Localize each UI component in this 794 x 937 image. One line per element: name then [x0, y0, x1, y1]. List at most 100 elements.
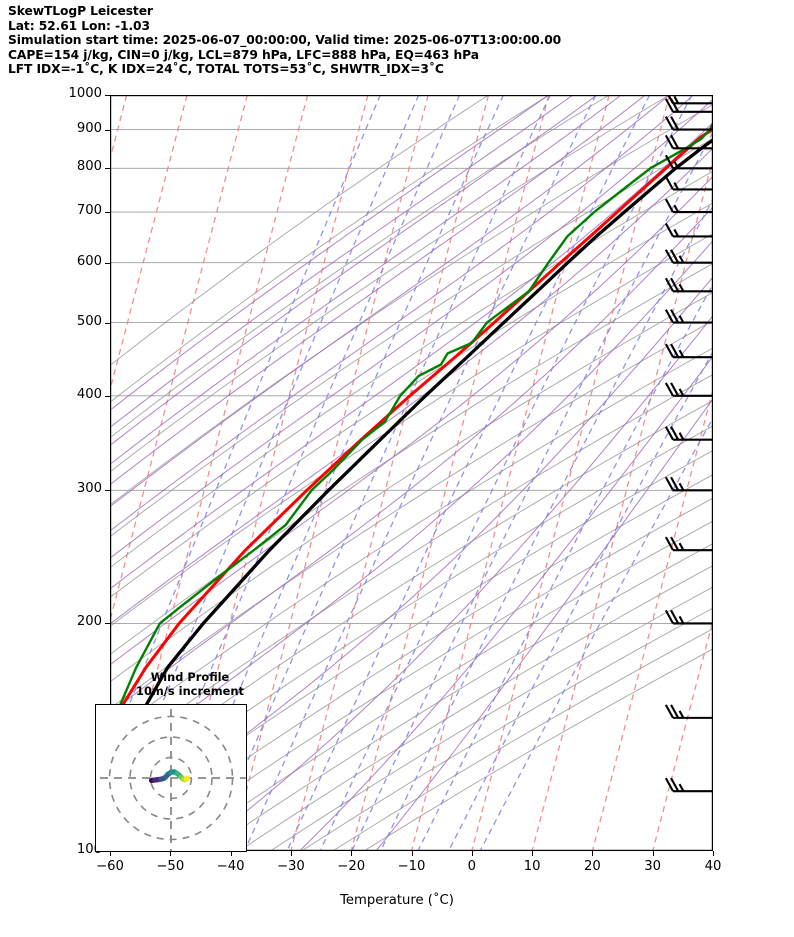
barb-full-flag [670, 343, 680, 358]
x-tick-label: −20 [337, 859, 366, 874]
x-tick-mark [713, 851, 714, 856]
mixing-ratio-line [110, 95, 381, 755]
wind-barb [664, 198, 713, 214]
y-tick-mark [105, 129, 110, 131]
x-tick-mark [170, 851, 172, 856]
y-tick-mark [105, 95, 110, 96]
dry-adiabat-line [176, 520, 713, 851]
moist-adiabat-line [110, 95, 550, 411]
barb-full-flag [664, 536, 674, 551]
barb-full-flag [664, 777, 674, 792]
dry-adiabat-line [110, 95, 550, 403]
barb-half-flag [673, 160, 680, 169]
moist-adiabat-line [110, 95, 670, 508]
dewpoint-profile-line [110, 121, 713, 736]
isotherm-line [591, 387, 713, 851]
barb-full-flag [664, 222, 674, 237]
x-tick-mark [532, 851, 534, 856]
dry-adiabat-line [110, 425, 713, 809]
wind-barb-layer [664, 95, 713, 793]
moist-adiabat-line [110, 95, 694, 532]
barb-full-flag [664, 154, 674, 169]
wind-barb [664, 777, 713, 793]
x-tick-label: 0 [467, 859, 476, 874]
header-indices-line: LFT IDX=-1˚C, K IDX=24˚C, TOTAL TOTS=53˚… [8, 62, 444, 77]
barb-half-flag [673, 95, 680, 104]
mixing-ratio-line [134, 95, 461, 851]
barb-full-flag [670, 134, 680, 149]
isotherm-line [110, 95, 188, 393]
mixing-ratio-line [170, 95, 504, 851]
dry-adiabat-line [110, 399, 713, 785]
y-tick-label: 300 [76, 481, 102, 497]
barb-full-flag [670, 98, 680, 113]
y-tick-label: 500 [76, 313, 102, 329]
barb-half-flag [678, 283, 685, 292]
x-tick-mark [411, 851, 413, 856]
barb-full-flag [670, 309, 680, 324]
barb-full-flag [664, 704, 674, 719]
barb-full-flag [670, 476, 680, 491]
isotherm-line [531, 156, 713, 851]
y-tick-label: 800 [76, 159, 102, 175]
moist-adiabat-line [110, 95, 622, 466]
x-tick-mark [471, 851, 473, 856]
dry-adiabat-line [110, 202, 713, 598]
moist-adiabat-line [110, 239, 713, 770]
moist-adiabat-line [375, 397, 713, 851]
wind-profile-title-line1: Wind Profile [150, 670, 230, 684]
barb-half-flag [678, 482, 685, 491]
barb-full-flag [664, 382, 674, 397]
frame-layer [110, 95, 713, 851]
wind-barb [664, 382, 713, 397]
y-tick-mark [105, 322, 110, 324]
x-tick-label: 30 [644, 859, 662, 874]
barb-full-flag [670, 777, 680, 792]
y-tick-mark [105, 212, 110, 214]
x-axis-label: Temperature (˚C) [340, 893, 454, 908]
profile-layer [110, 121, 713, 845]
moist-adiabat-line [110, 98, 713, 559]
wind-profile-title-line2: 10m/s increment [136, 684, 244, 698]
x-tick-label: 20 [584, 859, 601, 874]
dry-adiabat-line [110, 449, 713, 832]
wind-profile-title: Wind Profile 10m/s increment [100, 670, 280, 698]
mixing-ratio-line [351, 130, 713, 851]
barb-full-flag [670, 249, 680, 264]
barb-half-flag [678, 542, 685, 551]
barb-full-flag [664, 175, 674, 190]
hodograph-canvas [86, 695, 261, 865]
mixing-ratio-line [110, 95, 420, 834]
barb-full-flag [670, 382, 680, 397]
y-tick-mark [105, 262, 110, 264]
wind-barb [664, 704, 713, 719]
y-tick-label: 100 [76, 842, 102, 857]
x-tick-mark [230, 851, 232, 856]
wind-barb [664, 309, 713, 324]
barb-full-flag [670, 536, 680, 551]
x-tick-mark [290, 851, 292, 856]
dry-adiabat-line [110, 104, 713, 506]
barb-full-flag [670, 426, 680, 441]
barb-full-flag [664, 309, 674, 324]
x-tick-label: −30 [276, 859, 305, 874]
y-tick-label: 600 [76, 253, 102, 269]
barb-half-flag [673, 228, 680, 237]
barb-full-flag [670, 116, 680, 131]
dry-adiabat-line [110, 95, 670, 473]
moist-adiabat-line [110, 206, 713, 714]
barb-half-flag [678, 615, 685, 624]
x-tick-label: −50 [156, 859, 185, 874]
barb-full-flag [670, 609, 680, 624]
x-tick-label: 40 [704, 859, 722, 874]
plot-border [110, 95, 713, 851]
header-coordinates: Lat: 52.61 Lon: -1.03 [8, 18, 150, 33]
wind-barb [664, 536, 713, 552]
dry-adiabat-line [110, 320, 713, 710]
dry-adiabat-line [110, 170, 713, 569]
isotherm-line [652, 617, 713, 851]
barb-half-flag [678, 783, 685, 792]
isotherm-line [410, 95, 610, 851]
figure-header: SkewTLogP Leicester Lat: 52.61 Lon: -1.0… [8, 4, 788, 77]
mixing-ratio-line [319, 95, 693, 851]
